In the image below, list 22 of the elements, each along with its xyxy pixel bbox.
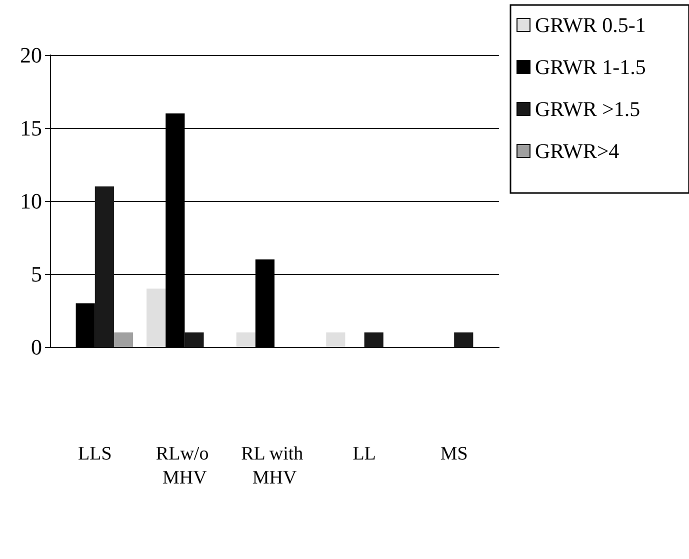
x-tick-label: LL bbox=[352, 444, 376, 464]
bar bbox=[454, 332, 474, 347]
bar bbox=[326, 332, 346, 347]
y-tick-label: 10 bbox=[20, 188, 42, 214]
bar bbox=[114, 332, 134, 347]
legend-label: GRWR 1-1.5 bbox=[535, 55, 646, 79]
y-tick-label: 5 bbox=[31, 262, 42, 286]
legend-label: GRWR 0.5-1 bbox=[535, 13, 646, 37]
legend-label: GRWR >1.5 bbox=[535, 97, 640, 121]
bar bbox=[94, 186, 114, 347]
legend-label: GRWR>4 bbox=[535, 139, 620, 163]
y-tick-label: 20 bbox=[20, 42, 42, 68]
y-tick-label: 15 bbox=[20, 116, 42, 140]
bar bbox=[146, 288, 166, 347]
x-tick-label: RLw/o MHV bbox=[156, 444, 214, 488]
bar bbox=[184, 332, 204, 347]
x-tick-label: RL with MHV bbox=[241, 444, 308, 488]
x-tick-label: LLS bbox=[78, 444, 112, 464]
bar bbox=[236, 332, 256, 347]
bar bbox=[364, 332, 384, 347]
x-tick-label: MS bbox=[440, 444, 468, 464]
y-tick-label: 0 bbox=[31, 334, 42, 360]
